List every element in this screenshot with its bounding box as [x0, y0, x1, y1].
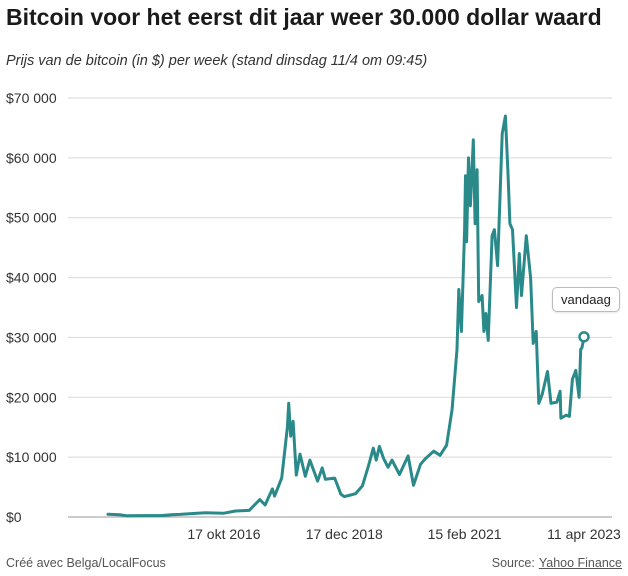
- x-axis-tick-labels: 17 okt 2016 17 dec 2018 15 feb 2021 11 apr …: [187, 526, 621, 542]
- x-tick-label: 11 apr 2023: [547, 526, 621, 542]
- x-tick-label: 17 okt 2016: [187, 526, 260, 542]
- y-tick-label: $20 000: [6, 389, 57, 405]
- x-tick-label: 15 feb 2021: [428, 526, 502, 542]
- grid-lines: [68, 97, 612, 518]
- y-tick-label: $40 000: [6, 270, 57, 286]
- y-tick-label: $30 000: [6, 329, 57, 345]
- credit-text: Créé avec Belga/LocalFocus: [6, 556, 166, 570]
- chart-title: Bitcoin voor het eerst dit jaar weer 30.…: [6, 4, 602, 30]
- chart-subtitle: Prijs van de bitcoin (in $) per week (st…: [6, 53, 428, 69]
- today-callout: vandaag: [552, 287, 620, 312]
- y-tick-label: $70 000: [6, 90, 57, 106]
- y-tick-label: $10 000: [6, 449, 57, 465]
- series-line-bitcoin-price: [106, 114, 586, 518]
- source-link[interactable]: Yahoo Finance: [538, 556, 622, 570]
- y-axis-tick-labels: $0 $10 000 $20 000 $30 000 $40 000 $50 000 $60…: [6, 90, 57, 525]
- today-marker: [578, 331, 590, 343]
- y-tick-label: $0: [6, 509, 22, 525]
- y-tick-label: $50 000: [6, 210, 57, 226]
- source-label: Source:: [491, 556, 535, 570]
- x-tick-label: 17 dec 2018: [306, 526, 383, 542]
- bitcoin-line-chart: $0 $10 000 $20 000 $30 000 $40 000 $50 000 $60…: [6, 90, 621, 542]
- source-note: Source: Yahoo Finance: [492, 556, 622, 570]
- y-tick-label: $60 000: [6, 150, 57, 166]
